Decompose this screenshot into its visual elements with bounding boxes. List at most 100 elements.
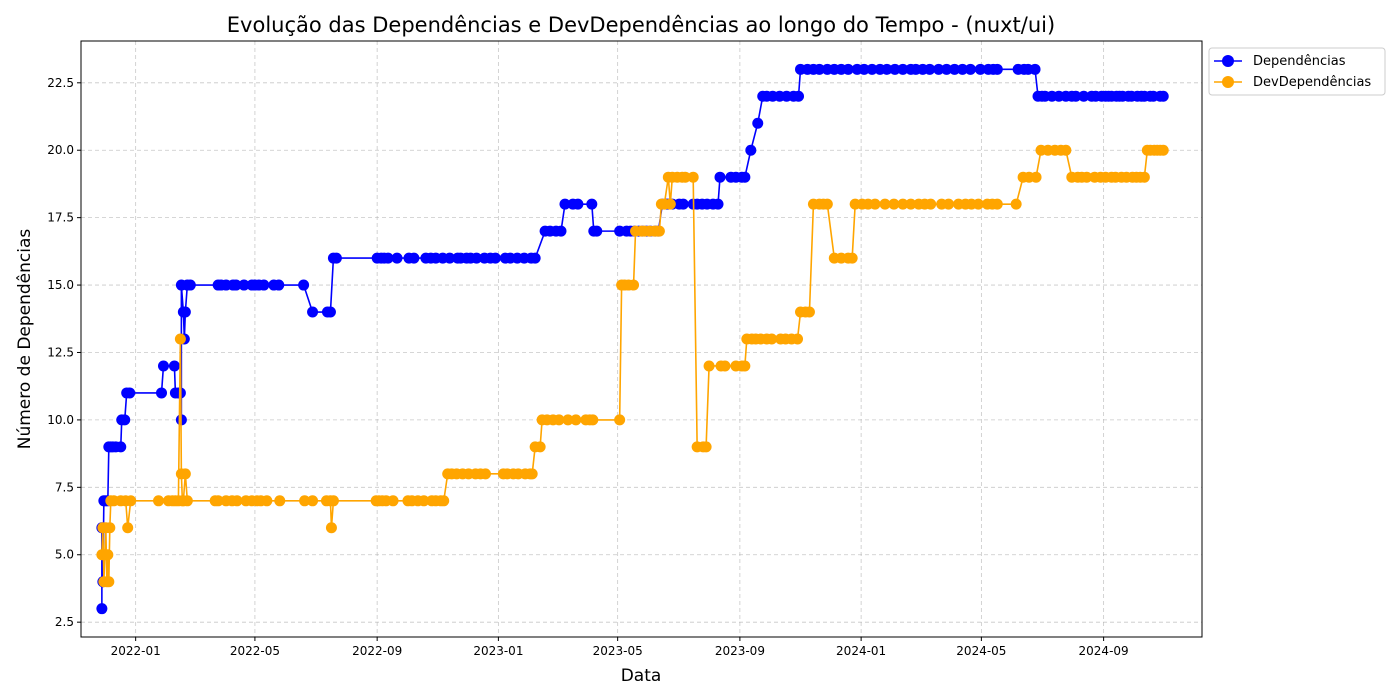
data-point-dependencias <box>96 603 108 615</box>
data-point-devdependencias <box>1030 171 1042 183</box>
data-point-dependencias <box>330 252 342 264</box>
data-point-devdependencias <box>526 468 538 480</box>
data-point-devdependencias <box>299 495 311 507</box>
data-point-devdependencias <box>174 333 186 345</box>
data-point-dependencias <box>184 279 196 291</box>
series-layer <box>96 63 1169 615</box>
data-point-dependencias <box>949 63 961 75</box>
legend-label-dependencias: Dependências <box>1253 54 1346 69</box>
y-tick-label: 15.0 <box>47 278 74 292</box>
data-point-devdependencias <box>700 441 712 453</box>
data-point-devdependencias <box>153 495 165 507</box>
data-point-dependencias <box>1078 90 1090 102</box>
data-point-dependencias <box>957 63 968 75</box>
data-point-devdependencias <box>553 414 565 426</box>
data-point-devdependencias <box>102 549 114 561</box>
data-point-dependencias <box>559 198 571 210</box>
data-point-dependencias <box>866 63 878 75</box>
x-tick-label: 2024-01 <box>836 644 886 658</box>
data-point-dependencias <box>991 63 1003 75</box>
data-point-dependencias <box>1157 90 1169 102</box>
data-point-dependencias <box>586 198 598 210</box>
data-point-devdependencias <box>925 198 937 210</box>
data-point-dependencias <box>444 252 456 264</box>
data-point-dependencias <box>168 360 180 372</box>
data-point-devdependencias <box>104 522 116 534</box>
x-tick-label: 2023-01 <box>473 644 523 658</box>
data-point-dependencias <box>115 441 127 453</box>
data-point-devdependencias <box>1010 198 1022 210</box>
series-dependencias <box>96 63 1169 615</box>
data-point-devdependencias <box>679 171 691 183</box>
y-tick-label: 2.5 <box>55 615 74 629</box>
data-point-devdependencias <box>534 441 546 453</box>
data-point-devdependencias <box>181 495 193 507</box>
data-point-dependencias <box>591 225 603 237</box>
data-point-dependencias <box>471 252 483 264</box>
grid-layer <box>81 41 1202 637</box>
data-point-dependencias <box>408 252 420 264</box>
legend-box <box>1208 47 1386 96</box>
data-point-dependencias <box>307 306 319 318</box>
data-point-dependencias <box>752 117 764 129</box>
y-tick-label: 20.0 <box>47 143 74 157</box>
x-tick-label: 2022-01 <box>111 644 161 658</box>
y-tick-label: 7.5 <box>55 480 74 494</box>
data-point-dependencias <box>391 252 403 264</box>
data-point-dependencias <box>273 279 285 291</box>
data-point-dependencias <box>156 387 167 399</box>
data-point-devdependencias <box>803 306 815 318</box>
data-point-dependencias <box>712 198 724 210</box>
data-point-dependencias <box>124 387 136 399</box>
data-point-devdependencias <box>325 522 337 534</box>
chart-title: Evolução das Dependências e DevDependênc… <box>227 13 1055 37</box>
data-point-devdependencias <box>570 414 582 426</box>
data-point-dependencias <box>572 198 584 210</box>
data-point-devdependencias <box>179 468 191 480</box>
data-point-devdependencias <box>125 495 137 507</box>
data-point-devdependencias <box>1060 144 1072 156</box>
data-point-devdependencias <box>587 414 599 426</box>
data-point-dependencias <box>1070 90 1082 102</box>
data-point-dependencias <box>941 63 953 75</box>
data-point-devdependencias <box>739 360 751 372</box>
data-point-devdependencias <box>1157 144 1169 156</box>
data-point-devdependencias <box>719 360 731 372</box>
data-point-devdependencias <box>307 495 319 507</box>
data-point-devdependencias <box>888 198 900 210</box>
data-point-dependencias <box>1029 63 1041 75</box>
data-point-devdependencias <box>991 198 1003 210</box>
data-point-devdependencias <box>653 225 665 237</box>
data-point-dependencias <box>933 63 945 75</box>
y-tick-label: 5.0 <box>55 548 74 562</box>
data-point-dependencias <box>858 63 870 75</box>
data-point-devdependencias <box>1081 171 1093 183</box>
data-point-dependencias <box>745 144 757 156</box>
data-point-devdependencias <box>261 495 273 507</box>
data-point-dependencias <box>897 63 909 75</box>
legend: Dependências DevDependências <box>1208 47 1386 96</box>
data-point-devdependencias <box>972 198 984 210</box>
data-point-devdependencias <box>943 198 955 210</box>
data-point-devdependencias <box>766 333 778 345</box>
data-point-devdependencias <box>212 495 224 507</box>
data-point-devdependencias <box>897 198 909 210</box>
plot-frame <box>80 40 1203 638</box>
x-tick-label: 2024-05 <box>956 644 1006 658</box>
series-line-devdependencias <box>101 149 1164 583</box>
data-point-devdependencias <box>687 171 699 183</box>
data-point-devdependencias <box>879 198 891 210</box>
data-point-dependencias <box>889 63 901 75</box>
data-point-devdependencias <box>664 198 676 210</box>
data-point-devdependencias <box>628 279 640 291</box>
y-axis-title: Número de Dependências <box>15 229 35 450</box>
data-point-devdependencias <box>846 252 858 264</box>
series-line-dependencias <box>101 68 1164 609</box>
data-point-dependencias <box>924 63 936 75</box>
data-point-devdependencias <box>614 414 626 426</box>
y-tick-label: 10.0 <box>47 413 74 427</box>
data-point-dependencias <box>230 279 242 291</box>
data-point-dependencias <box>793 90 805 102</box>
data-point-dependencias <box>739 171 751 183</box>
